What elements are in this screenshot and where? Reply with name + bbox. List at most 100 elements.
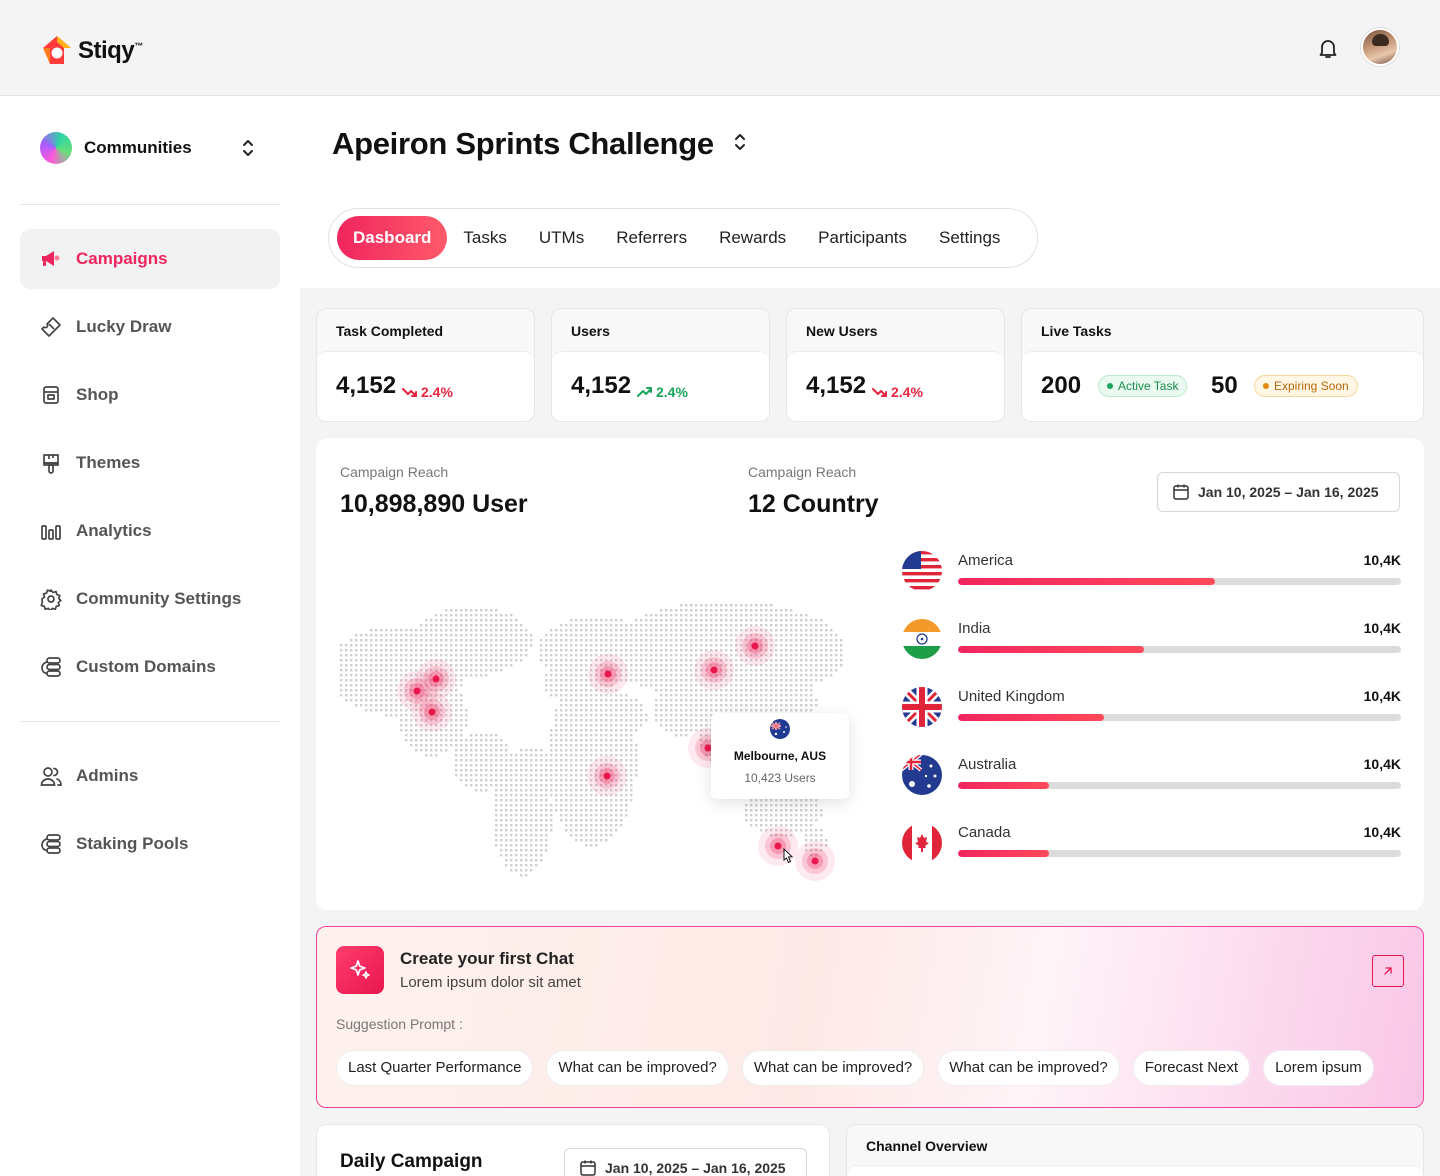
country-row: India 10,4K (901, 618, 1401, 662)
sidebar-item-community-settings[interactable]: Community Settings (20, 569, 280, 629)
country-row: America 10,4K (901, 550, 1401, 594)
page-title: Apeiron Sprints Challenge (332, 126, 714, 161)
suggestion-chip[interactable]: What can be improved? (937, 1050, 1120, 1086)
stat-card-live-tasks: Live Tasks 200 Active Task 50 Expiring S… (1021, 308, 1424, 422)
tab-rewards[interactable]: Rewards (719, 228, 787, 247)
trend-down-icon (872, 388, 887, 397)
channel-overview-title: Channel Overview (866, 1138, 988, 1154)
sidebar-item-lucky-draw[interactable]: Lucky Draw (20, 297, 280, 357)
tooltip-users: 10,423 Users (744, 771, 816, 785)
map-location-pin[interactable] (694, 650, 734, 690)
stat-value: 4,152 (806, 372, 867, 399)
country-row: Canada 10,4K (901, 822, 1401, 866)
map-location-pin[interactable] (795, 841, 835, 881)
calendar-icon (580, 1160, 596, 1176)
notification-bell-icon[interactable] (1316, 36, 1340, 60)
country-row: United Kingdom 10,4K (901, 686, 1401, 730)
australia-flag-icon (902, 755, 942, 795)
chat-subtitle: Lorem ipsum dolor sit amet (400, 974, 581, 991)
shop-icon (43, 386, 59, 404)
stat-label: Users (571, 323, 610, 339)
progress-fill (958, 646, 1145, 653)
stat-value: 200 (1041, 372, 1082, 399)
map-location-pin[interactable] (735, 626, 775, 666)
canada-flag-icon (902, 823, 942, 863)
country-value: 10,4K (1363, 552, 1401, 568)
sidebar: Communities Campaigns Lucky Draw Shop Th… (0, 96, 300, 1176)
tab-participants[interactable]: Participants (818, 228, 907, 247)
map-location-pin[interactable] (587, 756, 627, 796)
progress-fill (958, 850, 1049, 857)
stat-label: New Users (806, 323, 878, 339)
progress-track (958, 782, 1401, 789)
country-name: Australia (958, 756, 1017, 773)
suggestion-chip[interactable]: Lorem ipsum (1263, 1050, 1374, 1086)
date-range-picker[interactable]: Jan 10, 2025 – Jan 16, 2025 (564, 1148, 807, 1176)
map-location-pin[interactable] (412, 692, 452, 732)
tab-utms[interactable]: UTMs (538, 228, 585, 247)
tab-tasks[interactable]: Tasks (463, 228, 507, 247)
country-name: Canada (958, 824, 1011, 841)
stat-card-new-users: New Users 4,152 2.4% (786, 308, 1005, 422)
community-switcher[interactable]: Communities (40, 132, 192, 164)
open-external-button[interactable] (1372, 955, 1404, 987)
paint-brush-icon (43, 454, 59, 474)
brand-logo[interactable]: Stiqy™ (40, 34, 143, 68)
us-flag-icon (902, 551, 942, 591)
sidebar-item-themes[interactable]: Themes (20, 433, 280, 493)
stat-value-secondary: 50 (1211, 372, 1238, 399)
arrow-up-right-icon (1384, 967, 1392, 975)
tab-settings[interactable]: Settings (939, 228, 1001, 247)
sidebar-item-analytics[interactable]: Analytics (20, 501, 280, 561)
calendar-icon (1173, 484, 1189, 500)
date-range-picker[interactable]: Jan 10, 2025 – Jan 16, 2025 (1157, 472, 1400, 512)
trend-up: 2.4% (637, 384, 688, 400)
suggestion-chip[interactable]: Last Quarter Performance (336, 1050, 534, 1086)
suggestion-chip[interactable]: What can be improved? (546, 1050, 729, 1086)
user-avatar[interactable] (1361, 28, 1399, 66)
sidebar-item-campaigns[interactable]: Campaigns (20, 229, 280, 289)
country-row: Australia 10,4K (901, 754, 1401, 798)
chevron-updown-icon[interactable] (732, 130, 748, 154)
database-icon (41, 834, 61, 854)
progress-fill (958, 782, 1049, 789)
suggestion-chip[interactable]: What can be improved? (741, 1050, 925, 1086)
stat-card-task-completed: Task Completed 4,152 2.4% (316, 308, 535, 422)
sidebar-item-staking-pools[interactable]: Staking Pools (20, 814, 280, 874)
stat-card-users: Users 4,152 2.4% (551, 308, 770, 422)
trend-down: 2.4% (872, 384, 923, 400)
country-name: United Kingdom (958, 688, 1065, 705)
country-name: India (958, 620, 991, 637)
top-bar: Stiqy™ (0, 0, 1440, 96)
suggestion-label: Suggestion Prompt : (336, 1016, 463, 1032)
suggestion-list: Last Quarter Performance What can be impr… (336, 1050, 1404, 1088)
map-location-pin[interactable] (588, 654, 628, 694)
tab-referrers[interactable]: Referrers (616, 228, 688, 247)
sidebar-item-shop[interactable]: Shop (20, 365, 280, 425)
gear-icon (40, 589, 62, 610)
stat-value: 4,152 (571, 372, 632, 399)
map-location-pin[interactable] (397, 671, 437, 711)
trend-down: 2.4% (402, 384, 453, 400)
india-flag-icon (902, 619, 942, 659)
sparkle-icon (336, 946, 384, 994)
tab-bar: Dasboard Tasks UTMs Referrers Rewards Pa… (328, 208, 1038, 268)
trend-down-icon (402, 388, 417, 397)
map-location-pin[interactable] (416, 659, 456, 699)
progress-fill (958, 714, 1105, 721)
sidebar-item-admins[interactable]: Admins (20, 746, 280, 806)
tab-dashboard[interactable]: Dasboard (337, 216, 448, 260)
progress-fill (958, 578, 1215, 585)
chevron-updown-icon[interactable] (240, 136, 256, 160)
suggestion-chip[interactable]: Forecast Next (1132, 1050, 1251, 1086)
sidebar-item-custom-domains[interactable]: Custom Domains (20, 637, 280, 697)
map-location-pin[interactable] (758, 826, 798, 866)
reach-country-value: 12 Country (748, 490, 879, 518)
divider (20, 721, 280, 722)
community-avatar (40, 132, 72, 164)
campaign-reach-card: Campaign Reach 10,898,890 User Campaign … (316, 438, 1424, 910)
map-dots (340, 604, 843, 877)
status-badge-expiring: Expiring Soon (1254, 375, 1358, 397)
status-badge-active: Active Task (1098, 375, 1188, 397)
create-chat-card: Create your first Chat Lorem ipsum dolor… (316, 926, 1424, 1108)
